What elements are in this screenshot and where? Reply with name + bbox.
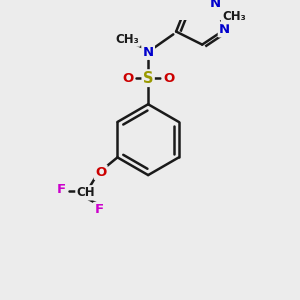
Text: O: O (163, 72, 174, 85)
Text: S: S (143, 71, 153, 86)
Text: CH₃: CH₃ (222, 10, 246, 23)
Text: F: F (57, 183, 66, 196)
Text: N: N (142, 46, 154, 59)
Text: O: O (95, 166, 106, 179)
Text: CH: CH (76, 186, 95, 199)
Text: CH₃: CH₃ (116, 32, 140, 46)
Text: F: F (94, 203, 104, 216)
Text: N: N (210, 0, 221, 10)
Text: O: O (122, 72, 133, 85)
Text: N: N (219, 23, 230, 36)
